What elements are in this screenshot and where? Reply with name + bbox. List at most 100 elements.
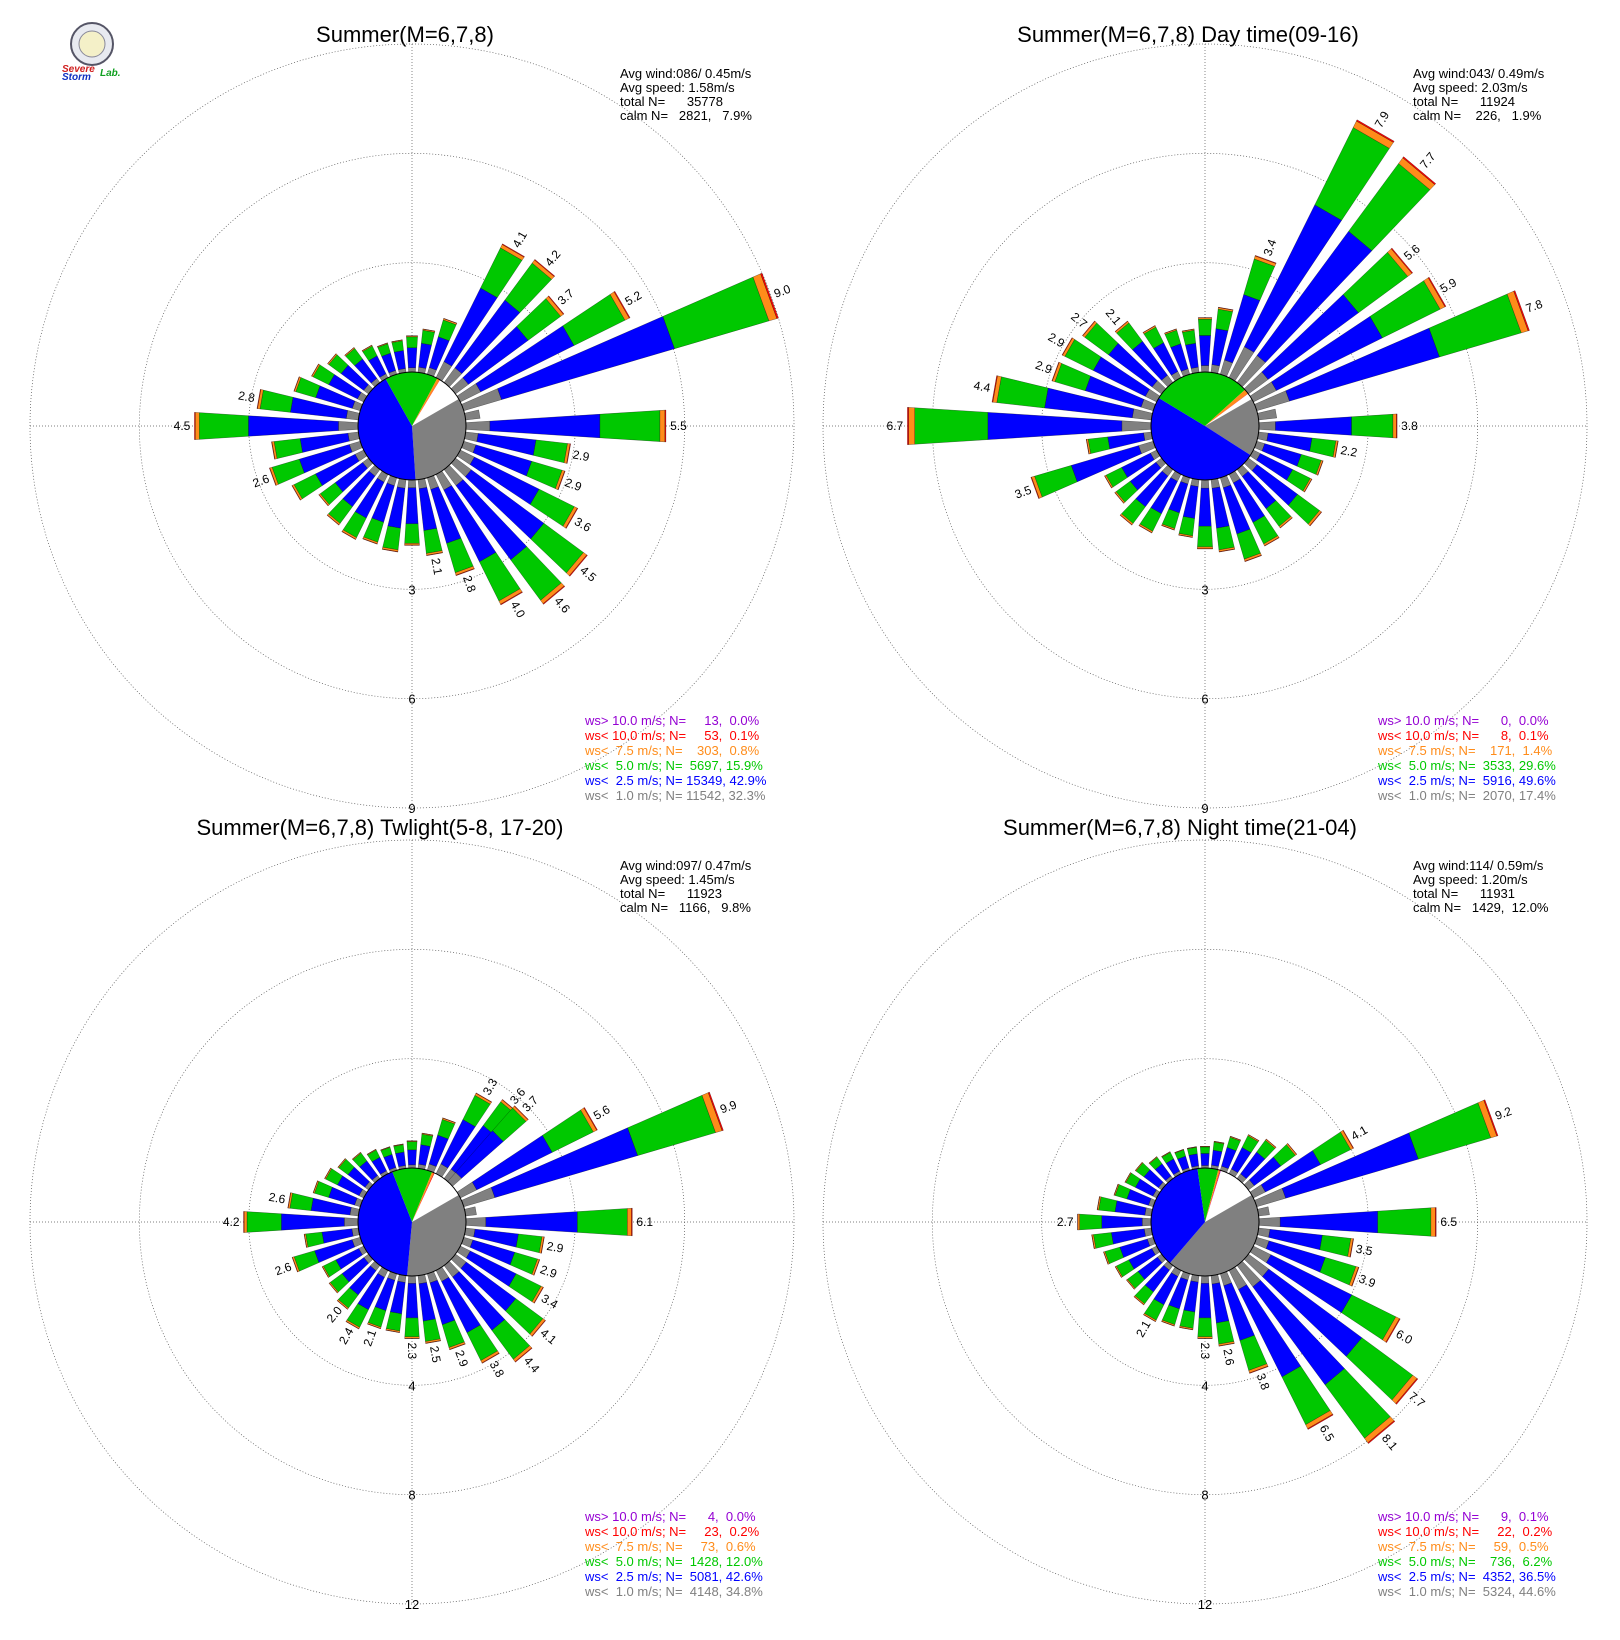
petal-label: 4.6 [551, 594, 573, 616]
petal-250: 2.6 [251, 441, 363, 490]
petal-label: 2.7 [1068, 310, 1090, 332]
petal-220 [1133, 1260, 1174, 1306]
panel-title: Summer(M=6,7,8) Night time(21-04) [1003, 815, 1357, 840]
petal-segment-lt10 [391, 339, 403, 342]
petal-130: 7.7 [1243, 1253, 1428, 1411]
petal-350 [393, 1143, 407, 1170]
petal-segment-lt10 [422, 328, 436, 332]
petal-label: 3.9 [1357, 1272, 1378, 1291]
petal-segment-lt10 [1174, 1149, 1184, 1153]
panel-2: Summer(M=6,7,8) Twlight(5-8, 17-20) Avg … [29, 815, 795, 1612]
legend-item-lt5: ws< 5.0 m/s; N= 5697, 15.9% [584, 758, 763, 773]
panel-title: Summer(M=6,7,8) [316, 22, 494, 47]
petal-segment-lt5 [914, 407, 988, 445]
center-pie-slice-lt2_5 [1151, 1168, 1205, 1264]
petal-segment-lt10 [531, 1320, 546, 1337]
range-ring [822, 839, 1588, 1605]
panel-title: Summer(M=6,7,8) Twlight(5-8, 17-20) [196, 815, 563, 840]
petal-60: 5.6 [456, 1102, 613, 1199]
petal-segment-lt10 [542, 585, 566, 605]
petal-label: 4.0 [508, 599, 529, 621]
petal-segment-lt10 [1114, 1266, 1122, 1278]
petal-segment-lt10 [1351, 1267, 1360, 1287]
petal-260 [1086, 431, 1153, 455]
petal-segment-lt7_5 [627, 1208, 632, 1236]
petal-270: 4.2 [223, 1211, 359, 1233]
petal-120 [1249, 449, 1313, 493]
petal-310 [337, 1158, 374, 1191]
petal-segment-lt2_5 [405, 487, 419, 524]
ring-label: 3 [1201, 582, 1208, 597]
petal-150 [1228, 470, 1280, 547]
center-pie-slice-lt7_5 [1205, 1169, 1220, 1222]
petal-segment-lt5 [1216, 525, 1235, 551]
petal-segment-lt10 [1402, 156, 1436, 185]
petal-segment-lt5 [996, 376, 1049, 409]
center-pie-slice-lt7_5 [1205, 389, 1249, 426]
petal-100: 2.9 [464, 431, 591, 464]
avg-wind: Avg wind:086/ 0.45m/s [620, 66, 752, 81]
petal-segment-lt10 [1218, 306, 1234, 311]
petal-250: 2.6 [273, 1237, 363, 1278]
petal-segment-lt10 [362, 538, 378, 545]
petal-segment-lt5 [406, 336, 418, 348]
petal-segment-lt5 [273, 438, 303, 459]
petal-label: 3.4 [539, 1291, 561, 1312]
petal-segment-lt1 [1132, 408, 1153, 421]
petal-320 [1148, 1156, 1174, 1184]
petal-segment-lt10 [344, 347, 355, 356]
petal-0 [406, 335, 418, 373]
petal-segment-lt10 [1119, 514, 1133, 526]
petal-label: 2.9 [1046, 330, 1068, 351]
petal-230 [1126, 1253, 1167, 1290]
petal-segment-lt5 [421, 330, 435, 346]
petal-100: 3.5 [1257, 1227, 1374, 1258]
petal-segment-lt2_5 [1188, 1153, 1199, 1168]
petal-label: 4.5 [174, 419, 191, 433]
petal-segment-lt10 [1143, 1314, 1156, 1322]
petal-label: 9.9 [718, 1097, 739, 1116]
center-pie-outline [1150, 371, 1260, 481]
petal-10 [417, 1132, 434, 1170]
petal-segment-lt10 [1051, 361, 1060, 382]
petal-label: 5.6 [591, 1102, 613, 1123]
petal-segment-lt10 [1309, 511, 1322, 527]
petal-50: 3.7 [450, 286, 577, 395]
petal-segment-lt10 [1396, 413, 1398, 439]
petal-segment-lt5 [422, 1318, 441, 1342]
petal-segment-lt7_5 [908, 407, 915, 445]
petal-segment-lt10 [1161, 1151, 1171, 1157]
petal-label: 2.9 [546, 1239, 565, 1256]
petal-segment-lt10 [269, 467, 277, 486]
lab-logo: Severe Storm Lab. [62, 22, 121, 83]
petal-280: 2.8 [237, 388, 360, 421]
petal-label: 2.1 [1103, 306, 1125, 328]
petal-340 [380, 1146, 397, 1173]
petal-label: 3.8 [487, 1358, 508, 1380]
petal-segment-lt2_5 [395, 1151, 406, 1167]
center-pie-outline [357, 371, 467, 481]
petal-segment-lt5 [515, 1233, 543, 1253]
petal-330 [366, 1148, 389, 1178]
petal-segment-lt1 [1258, 421, 1276, 431]
panel-title: Summer(M=6,7,8) Day time(09-16) [1017, 22, 1359, 47]
petal-label: 6.5 [1317, 1422, 1338, 1444]
petal-segment-lt5 [1243, 258, 1275, 301]
center-pie-slice-lt2_5 [358, 378, 416, 480]
center-pie-slice-lt5 [1197, 1168, 1219, 1222]
petal-label: 9.2 [1493, 1104, 1514, 1123]
petal-segment-lt1 [1257, 408, 1277, 421]
petal-segment-lt7_5 [1392, 413, 1397, 439]
petal-segment-lt7_5 [1077, 1213, 1080, 1231]
center-pie-slice-lt10 [1205, 393, 1249, 426]
petal-170 [1210, 478, 1235, 553]
petal-110: 3.9 [1254, 1237, 1378, 1291]
petal-segment-lt5 [1079, 1213, 1102, 1231]
petal-330 [1161, 1151, 1182, 1178]
petal-150: 4.0 [435, 470, 529, 621]
petal-segment-lt10 [393, 1143, 404, 1146]
petal-260 [303, 1227, 360, 1248]
petal-300 [311, 363, 368, 403]
petal-segment-lt10 [312, 1180, 318, 1194]
